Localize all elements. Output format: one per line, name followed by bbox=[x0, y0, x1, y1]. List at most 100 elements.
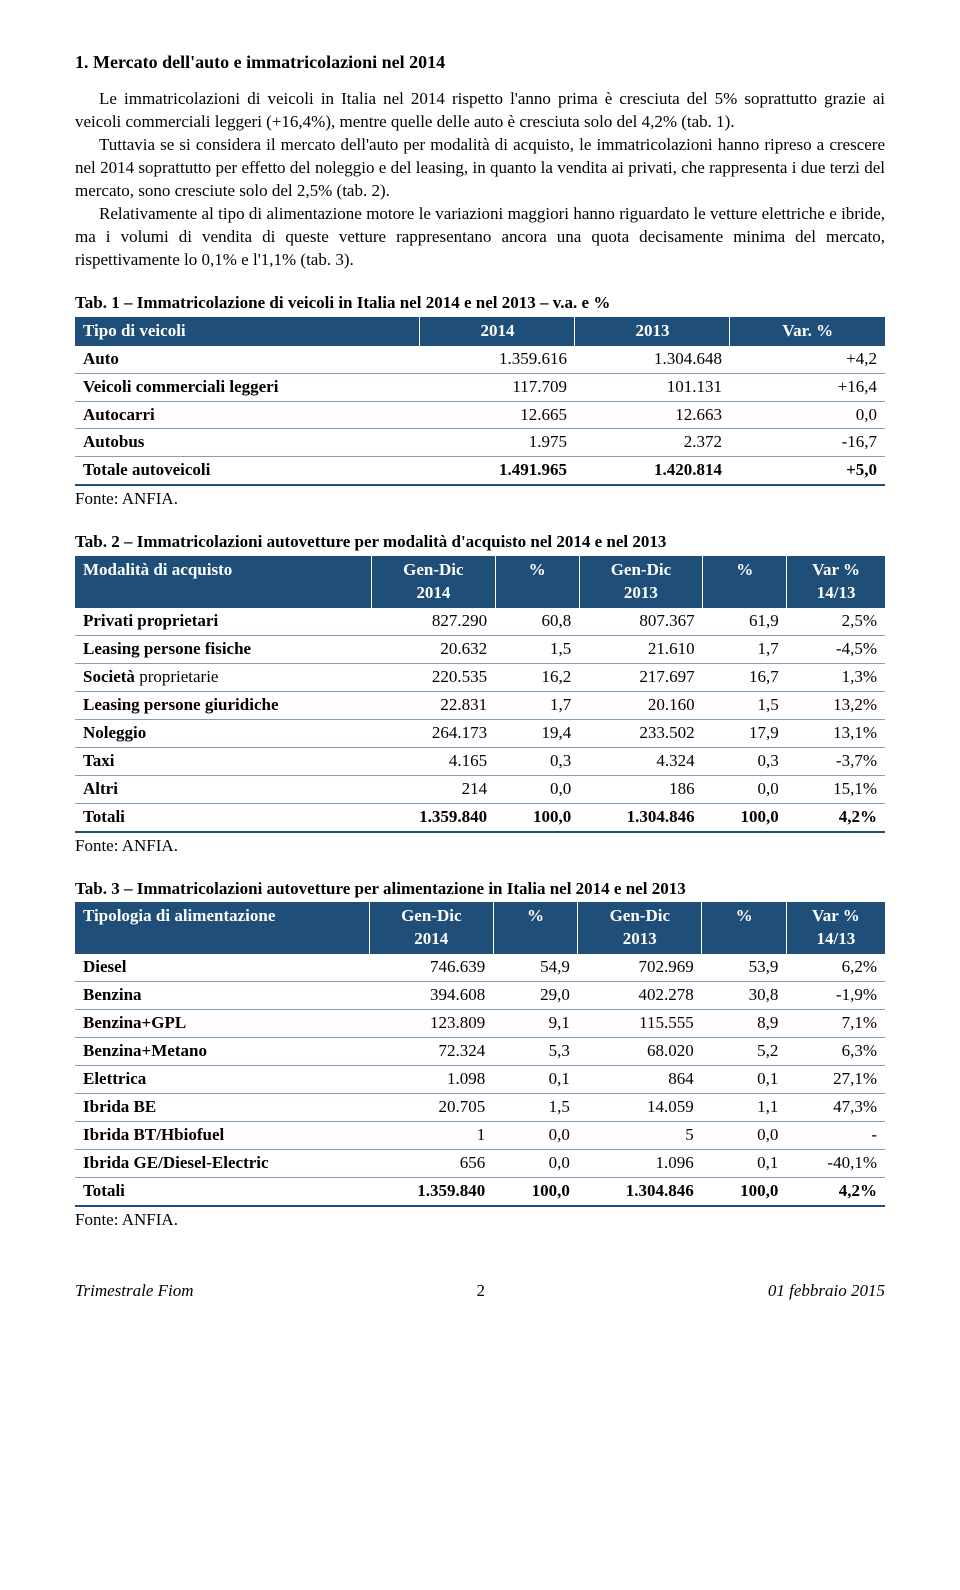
row-value: 29,0 bbox=[493, 982, 578, 1010]
table-row: Benzina394.60829,0402.27830,8-1,9% bbox=[75, 982, 885, 1010]
row-value: 30,8 bbox=[702, 982, 787, 1010]
row-value: 16,7 bbox=[703, 663, 787, 691]
row-value: 233.502 bbox=[579, 719, 702, 747]
row-value: 7,1% bbox=[786, 1010, 885, 1038]
row-value: 4.324 bbox=[579, 747, 702, 775]
row-value: -16,7 bbox=[730, 429, 885, 457]
table-row: Benzina+Metano72.3245,368.0205,26,3% bbox=[75, 1038, 885, 1066]
row-label: Autocarri bbox=[75, 401, 420, 429]
row-value: 16,2 bbox=[495, 663, 579, 691]
table-row: Leasing persone giuridiche22.8311,720.16… bbox=[75, 691, 885, 719]
table-row: Diesel746.63954,9702.96953,96,2% bbox=[75, 954, 885, 981]
row-value: 47,3% bbox=[786, 1094, 885, 1122]
row-value: 807.367 bbox=[579, 608, 702, 635]
row-value: 0,0 bbox=[730, 401, 885, 429]
table3-header-5: Var %14/13 bbox=[786, 902, 885, 954]
row-value: 1,5 bbox=[493, 1094, 578, 1122]
row-value: 0,0 bbox=[703, 775, 787, 803]
table-row: Ibrida GE/Diesel-Electric6560,01.0960,1-… bbox=[75, 1149, 885, 1177]
table2-header-1: Gen-Dic2014 bbox=[372, 556, 495, 608]
row-value: 0,3 bbox=[495, 747, 579, 775]
table2-header-2: % bbox=[495, 556, 579, 608]
table3-header-1: Gen-Dic2014 bbox=[369, 902, 493, 954]
paragraph-2: Tuttavia se si considera il mercato dell… bbox=[75, 134, 885, 203]
table3-header-2: % bbox=[493, 902, 578, 954]
row-value: 60,8 bbox=[495, 608, 579, 635]
row-label: Elettrica bbox=[75, 1066, 369, 1094]
row-value: 100,0 bbox=[495, 803, 579, 831]
row-label: Totali bbox=[75, 1177, 369, 1205]
row-value: 20.160 bbox=[579, 691, 702, 719]
table-row: Benzina+GPL123.8099,1115.5558,97,1% bbox=[75, 1010, 885, 1038]
row-value: 656 bbox=[369, 1149, 493, 1177]
row-value: 394.608 bbox=[369, 982, 493, 1010]
row-value: 13,2% bbox=[787, 691, 885, 719]
paragraph-1: Le immatricolazioni di veicoli in Italia… bbox=[75, 88, 885, 134]
row-value: - bbox=[786, 1121, 885, 1149]
row-value: 12.665 bbox=[420, 401, 575, 429]
table2-source: Fonte: ANFIA. bbox=[75, 835, 885, 858]
row-value: 1,7 bbox=[703, 636, 787, 664]
row-value: -4,5% bbox=[787, 636, 885, 664]
row-value: 6,2% bbox=[786, 954, 885, 981]
row-value: 2.372 bbox=[575, 429, 730, 457]
row-value: 0,3 bbox=[703, 747, 787, 775]
table1-header-1: 2014 bbox=[420, 317, 575, 346]
row-value: 214 bbox=[372, 775, 495, 803]
row-label: Benzina bbox=[75, 982, 369, 1010]
table-row: Altri2140,01860,015,1% bbox=[75, 775, 885, 803]
row-value: 115.555 bbox=[578, 1010, 702, 1038]
table2-caption: Tab. 2 – Immatricolazioni autovetture pe… bbox=[75, 531, 885, 554]
row-value: 0,0 bbox=[495, 775, 579, 803]
row-value: 100,0 bbox=[702, 1177, 787, 1205]
row-value: 1.304.648 bbox=[575, 346, 730, 373]
table3-header-0: Tipologia di alimentazione bbox=[75, 902, 369, 954]
row-value: 1,5 bbox=[703, 691, 787, 719]
row-value: 1.359.616 bbox=[420, 346, 575, 373]
row-value: 14.059 bbox=[578, 1094, 702, 1122]
row-label: Società proprietarie bbox=[75, 663, 372, 691]
row-value: 0,1 bbox=[493, 1066, 578, 1094]
table1-caption: Tab. 1 – Immatricolazione di veicoli in … bbox=[75, 292, 885, 315]
row-value: 1.304.846 bbox=[578, 1177, 702, 1205]
row-value: -3,7% bbox=[787, 747, 885, 775]
page-footer: Trimestrale Fiom 2 01 febbraio 2015 bbox=[75, 1280, 885, 1303]
table-row: Autobus1.9752.372-16,7 bbox=[75, 429, 885, 457]
row-value: -40,1% bbox=[786, 1149, 885, 1177]
row-value: 22.831 bbox=[372, 691, 495, 719]
table3-header-3: Gen-Dic2013 bbox=[578, 902, 702, 954]
table-row: Auto1.359.6161.304.648+4,2 bbox=[75, 346, 885, 373]
row-value: 264.173 bbox=[372, 719, 495, 747]
row-label: Benzina+Metano bbox=[75, 1038, 369, 1066]
footer-right: 01 febbraio 2015 bbox=[768, 1280, 885, 1303]
row-value: 0,0 bbox=[702, 1121, 787, 1149]
row-value: 1,3% bbox=[787, 663, 885, 691]
row-value: +5,0 bbox=[730, 457, 885, 485]
row-value: 1,7 bbox=[495, 691, 579, 719]
row-label: Autobus bbox=[75, 429, 420, 457]
table-row: Ibrida BE20.7051,514.0591,147,3% bbox=[75, 1094, 885, 1122]
row-value: 13,1% bbox=[787, 719, 885, 747]
footer-left: Trimestrale Fiom bbox=[75, 1280, 194, 1303]
section-title: 1. Mercato dell'auto e immatricolazioni … bbox=[75, 50, 885, 74]
row-value: 0,1 bbox=[702, 1066, 787, 1094]
row-value: 15,1% bbox=[787, 775, 885, 803]
table2-header-4: % bbox=[703, 556, 787, 608]
table1: Tipo di veicoli 2014 2013 Var. % Auto1.3… bbox=[75, 317, 885, 487]
table-row: Totali1.359.840100,01.304.846100,04,2% bbox=[75, 803, 885, 831]
row-value: +4,2 bbox=[730, 346, 885, 373]
table-row: Leasing persone fisiche20.6321,521.6101,… bbox=[75, 636, 885, 664]
row-value: 1,5 bbox=[495, 636, 579, 664]
row-value: 2,5% bbox=[787, 608, 885, 635]
row-value: 1.359.840 bbox=[369, 1177, 493, 1205]
row-value: 123.809 bbox=[369, 1010, 493, 1038]
row-label: Leasing persone giuridiche bbox=[75, 691, 372, 719]
table-row: Veicoli commerciali leggeri117.709101.13… bbox=[75, 373, 885, 401]
row-label: Noleggio bbox=[75, 719, 372, 747]
table2-header-0: Modalità di acquisto bbox=[75, 556, 372, 608]
row-label: Totale autoveicoli bbox=[75, 457, 420, 485]
row-value: 1.359.840 bbox=[372, 803, 495, 831]
table2-header-5: Var %14/13 bbox=[787, 556, 885, 608]
row-value: 53,9 bbox=[702, 954, 787, 981]
row-value: 27,1% bbox=[786, 1066, 885, 1094]
